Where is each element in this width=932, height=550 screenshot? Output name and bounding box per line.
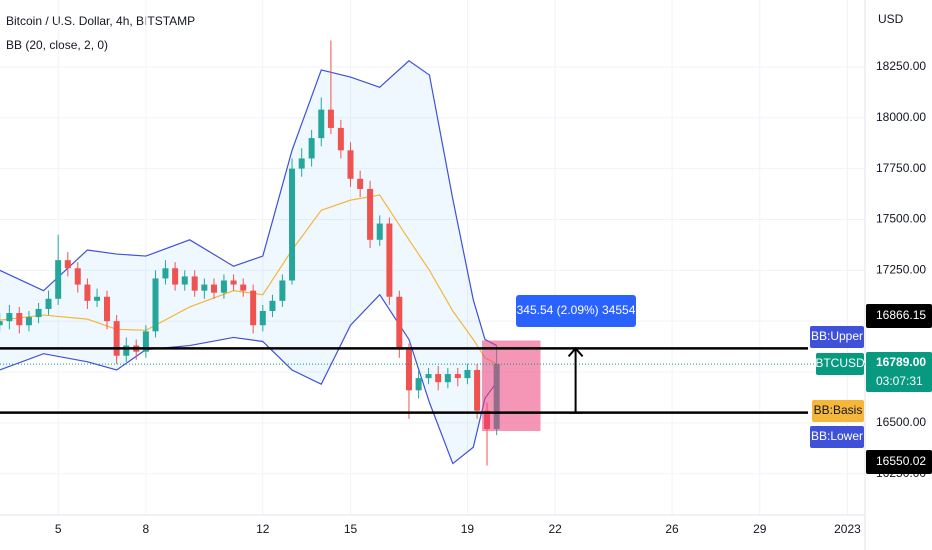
candle-body xyxy=(250,290,257,326)
arrow-head xyxy=(567,346,584,358)
countdown-label: 03:07:31 xyxy=(876,374,923,388)
level-price-label: 16866.15 xyxy=(876,308,926,322)
measure-box xyxy=(482,340,541,431)
indicator-label: BB (20, close, 2, 0) xyxy=(6,38,108,52)
band-label-bg xyxy=(810,326,864,348)
measure-label-bg xyxy=(516,295,636,327)
y-tick-label: 17250.00 xyxy=(876,262,926,276)
level-price-label: 16550.02 xyxy=(876,454,926,468)
candle-body xyxy=(152,278,159,332)
band-fill xyxy=(0,60,497,464)
candle-body xyxy=(0,321,3,326)
y-tick-label: 17500.00 xyxy=(876,212,926,226)
last-price-label: 16789.00 xyxy=(876,355,926,369)
level-price-label-bg xyxy=(866,450,932,474)
candle-body xyxy=(367,188,374,240)
candle-body xyxy=(454,374,461,379)
candle-body xyxy=(464,369,471,379)
y-tick-label: 17750.00 xyxy=(876,161,926,175)
candle-body xyxy=(84,284,91,301)
y-tick-label: 18250.00 xyxy=(876,59,926,73)
y-tick-label: 16500.00 xyxy=(876,415,926,429)
symbol-label-bg xyxy=(816,353,864,375)
candle-body xyxy=(94,296,101,301)
candle-body xyxy=(415,378,422,391)
candle-body xyxy=(308,138,315,159)
chart-title: Bitcoin / U.S. Dollar, 4h, BITSTAMP xyxy=(6,14,195,28)
candle-body xyxy=(230,280,237,285)
axis-unit: USD xyxy=(878,12,904,26)
candle-body xyxy=(240,284,247,291)
x-tick-label: 12 xyxy=(256,522,270,536)
candle-body xyxy=(25,317,32,326)
candle-body xyxy=(220,280,227,293)
candle-body xyxy=(162,268,169,279)
symbol-label: BTCUSD xyxy=(815,356,865,370)
candle-body xyxy=(474,369,481,411)
candle-body xyxy=(347,150,354,179)
candle-body xyxy=(55,260,62,299)
candle-body xyxy=(289,168,296,281)
candle-body xyxy=(142,331,149,352)
candle-body xyxy=(269,300,276,311)
candle-body xyxy=(279,280,286,301)
candle-body xyxy=(318,109,325,139)
candle-body xyxy=(376,223,383,240)
candle-body xyxy=(64,260,71,269)
x-tick-label: 22 xyxy=(548,522,562,536)
candle-body xyxy=(123,345,130,356)
measure-label: 345.54 (2.09%) 34554 xyxy=(517,303,636,317)
candle-body xyxy=(103,296,110,322)
candle-body xyxy=(259,310,266,326)
x-tick-label: 19 xyxy=(461,522,475,536)
candle-body xyxy=(357,178,364,189)
candle-body xyxy=(74,268,81,285)
candle-body xyxy=(396,296,403,350)
x-tick-label: 8 xyxy=(143,522,150,536)
y-tick-label: 18000.00 xyxy=(876,110,926,124)
x-tick-label: 2023 xyxy=(834,522,861,536)
band-label: BB:Upper xyxy=(811,329,863,343)
candle-body xyxy=(327,109,334,128)
candle-body xyxy=(435,374,442,383)
candle-body xyxy=(201,284,208,291)
x-tick-label: 5 xyxy=(55,522,62,536)
last-price-bg xyxy=(866,352,932,392)
candle-body xyxy=(172,268,179,285)
candle-body xyxy=(113,321,120,356)
candle-body xyxy=(444,374,451,383)
band-line xyxy=(0,293,498,465)
candle-body xyxy=(35,308,42,318)
band-line xyxy=(0,60,497,347)
candle-body xyxy=(181,276,188,285)
candle-body xyxy=(405,349,412,391)
x-tick-label: 29 xyxy=(753,522,767,536)
band-label-bg xyxy=(810,426,864,448)
candle-body xyxy=(298,158,305,169)
candle-body xyxy=(6,313,13,322)
candle-body xyxy=(425,374,432,379)
band-label: BB:Lower xyxy=(811,429,863,443)
band-label: BB:Basis xyxy=(814,403,863,417)
candle-body xyxy=(191,276,198,291)
level-price-label-bg xyxy=(866,304,932,328)
band-label-bg xyxy=(812,400,864,422)
candle-body xyxy=(45,298,52,309)
x-tick-label: 26 xyxy=(665,522,679,536)
candle-body xyxy=(210,284,217,293)
candle-body xyxy=(16,313,23,326)
candle-body xyxy=(337,127,344,151)
x-tick-label: 15 xyxy=(344,522,358,536)
band-line xyxy=(0,194,497,365)
candle-body xyxy=(386,223,393,297)
